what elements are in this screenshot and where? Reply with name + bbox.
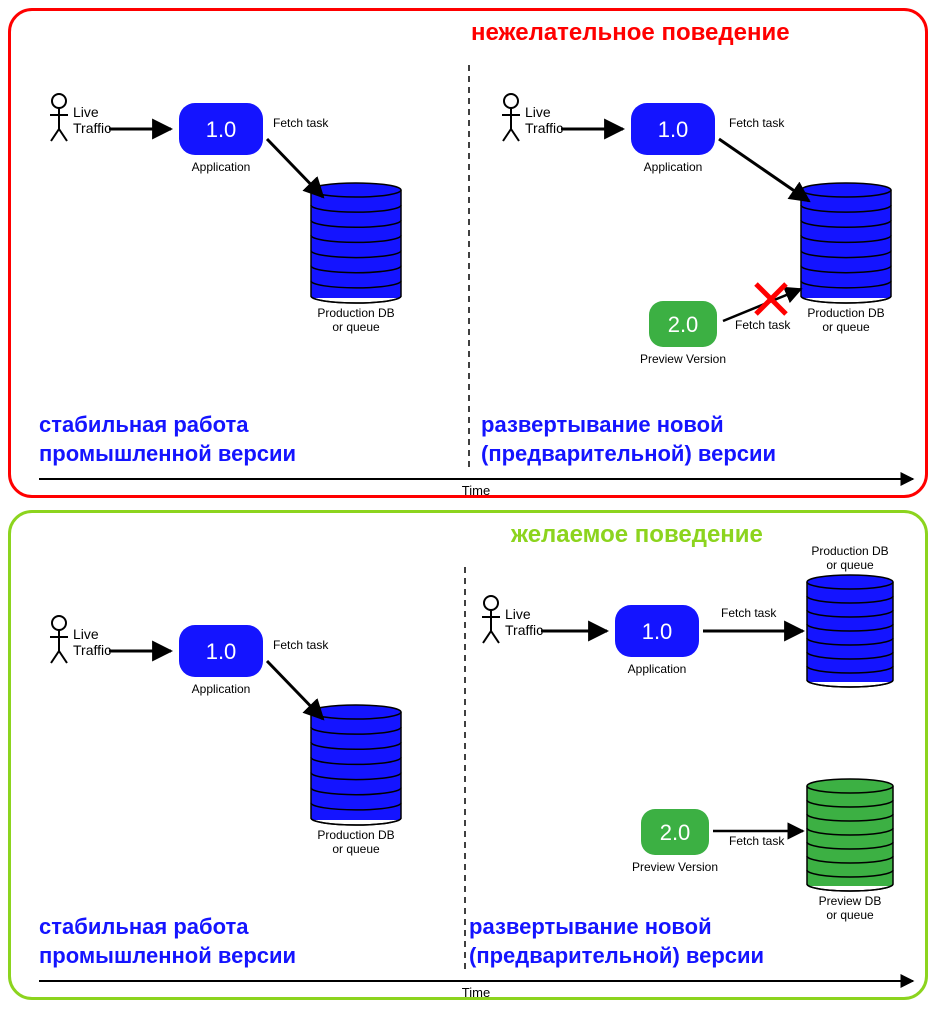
svg-text:or queue: or queue bbox=[826, 908, 874, 922]
title-undesired: нежелательное поведение bbox=[471, 19, 790, 47]
svg-text:Preview DB: Preview DB bbox=[819, 894, 882, 908]
svg-text:Application: Application bbox=[192, 160, 251, 174]
svg-text:Live: Live bbox=[73, 626, 99, 642]
panel-undesired: TimeLiveTraffic1.0ApplicationProduction … bbox=[8, 8, 928, 498]
svg-text:Fetch task: Fetch task bbox=[735, 318, 791, 332]
panel-desired: TimeLiveTraffic1.0ApplicationProduction … bbox=[8, 510, 928, 1000]
svg-text:Time: Time bbox=[462, 483, 490, 498]
svg-text:Application: Application bbox=[628, 662, 687, 676]
svg-text:1.0: 1.0 bbox=[206, 117, 237, 142]
svg-text:Production DB: Production DB bbox=[807, 306, 884, 320]
svg-text:Fetch task: Fetch task bbox=[273, 116, 329, 130]
svg-text:Live: Live bbox=[73, 104, 99, 120]
svg-text:Preview Version: Preview Version bbox=[640, 352, 726, 366]
svg-text:or queue: or queue bbox=[332, 842, 380, 856]
svg-text:Traffic: Traffic bbox=[505, 622, 543, 638]
svg-text:or queue: or queue bbox=[826, 558, 874, 572]
svg-text:Production DB: Production DB bbox=[811, 544, 888, 558]
svg-text:Fetch task: Fetch task bbox=[721, 606, 777, 620]
svg-text:Time: Time bbox=[462, 985, 490, 1000]
title-desired: желаемое поведение bbox=[511, 521, 763, 549]
svg-text:or queue: or queue bbox=[822, 320, 870, 334]
svg-text:Fetch task: Fetch task bbox=[273, 638, 329, 652]
svg-text:Production DB: Production DB bbox=[317, 306, 394, 320]
svg-text:1.0: 1.0 bbox=[642, 619, 673, 644]
caption-deploy-top: развертывание новой (предварительной) ве… bbox=[481, 411, 776, 468]
svg-text:or queue: or queue bbox=[332, 320, 380, 334]
svg-text:Live: Live bbox=[525, 104, 551, 120]
svg-text:2.0: 2.0 bbox=[668, 312, 699, 337]
svg-text:1.0: 1.0 bbox=[658, 117, 689, 142]
svg-text:Application: Application bbox=[644, 160, 703, 174]
svg-text:2.0: 2.0 bbox=[660, 820, 691, 845]
svg-text:Production DB: Production DB bbox=[317, 828, 394, 842]
svg-text:1.0: 1.0 bbox=[206, 639, 237, 664]
caption-stable-bottom: стабильная работа промышленной версии bbox=[39, 913, 296, 970]
svg-text:Traffic: Traffic bbox=[525, 120, 563, 136]
svg-text:Traffic: Traffic bbox=[73, 642, 111, 658]
svg-text:Preview Version: Preview Version bbox=[632, 860, 718, 874]
svg-text:Fetch task: Fetch task bbox=[729, 116, 785, 130]
svg-text:Live: Live bbox=[505, 606, 531, 622]
svg-text:Traffic: Traffic bbox=[73, 120, 111, 136]
caption-stable-top: стабильная работа промышленной версии bbox=[39, 411, 296, 468]
svg-text:Application: Application bbox=[192, 682, 251, 696]
caption-deploy-bottom: развертывание новой (предварительной) ве… bbox=[469, 913, 764, 970]
svg-text:Fetch task: Fetch task bbox=[729, 834, 785, 848]
